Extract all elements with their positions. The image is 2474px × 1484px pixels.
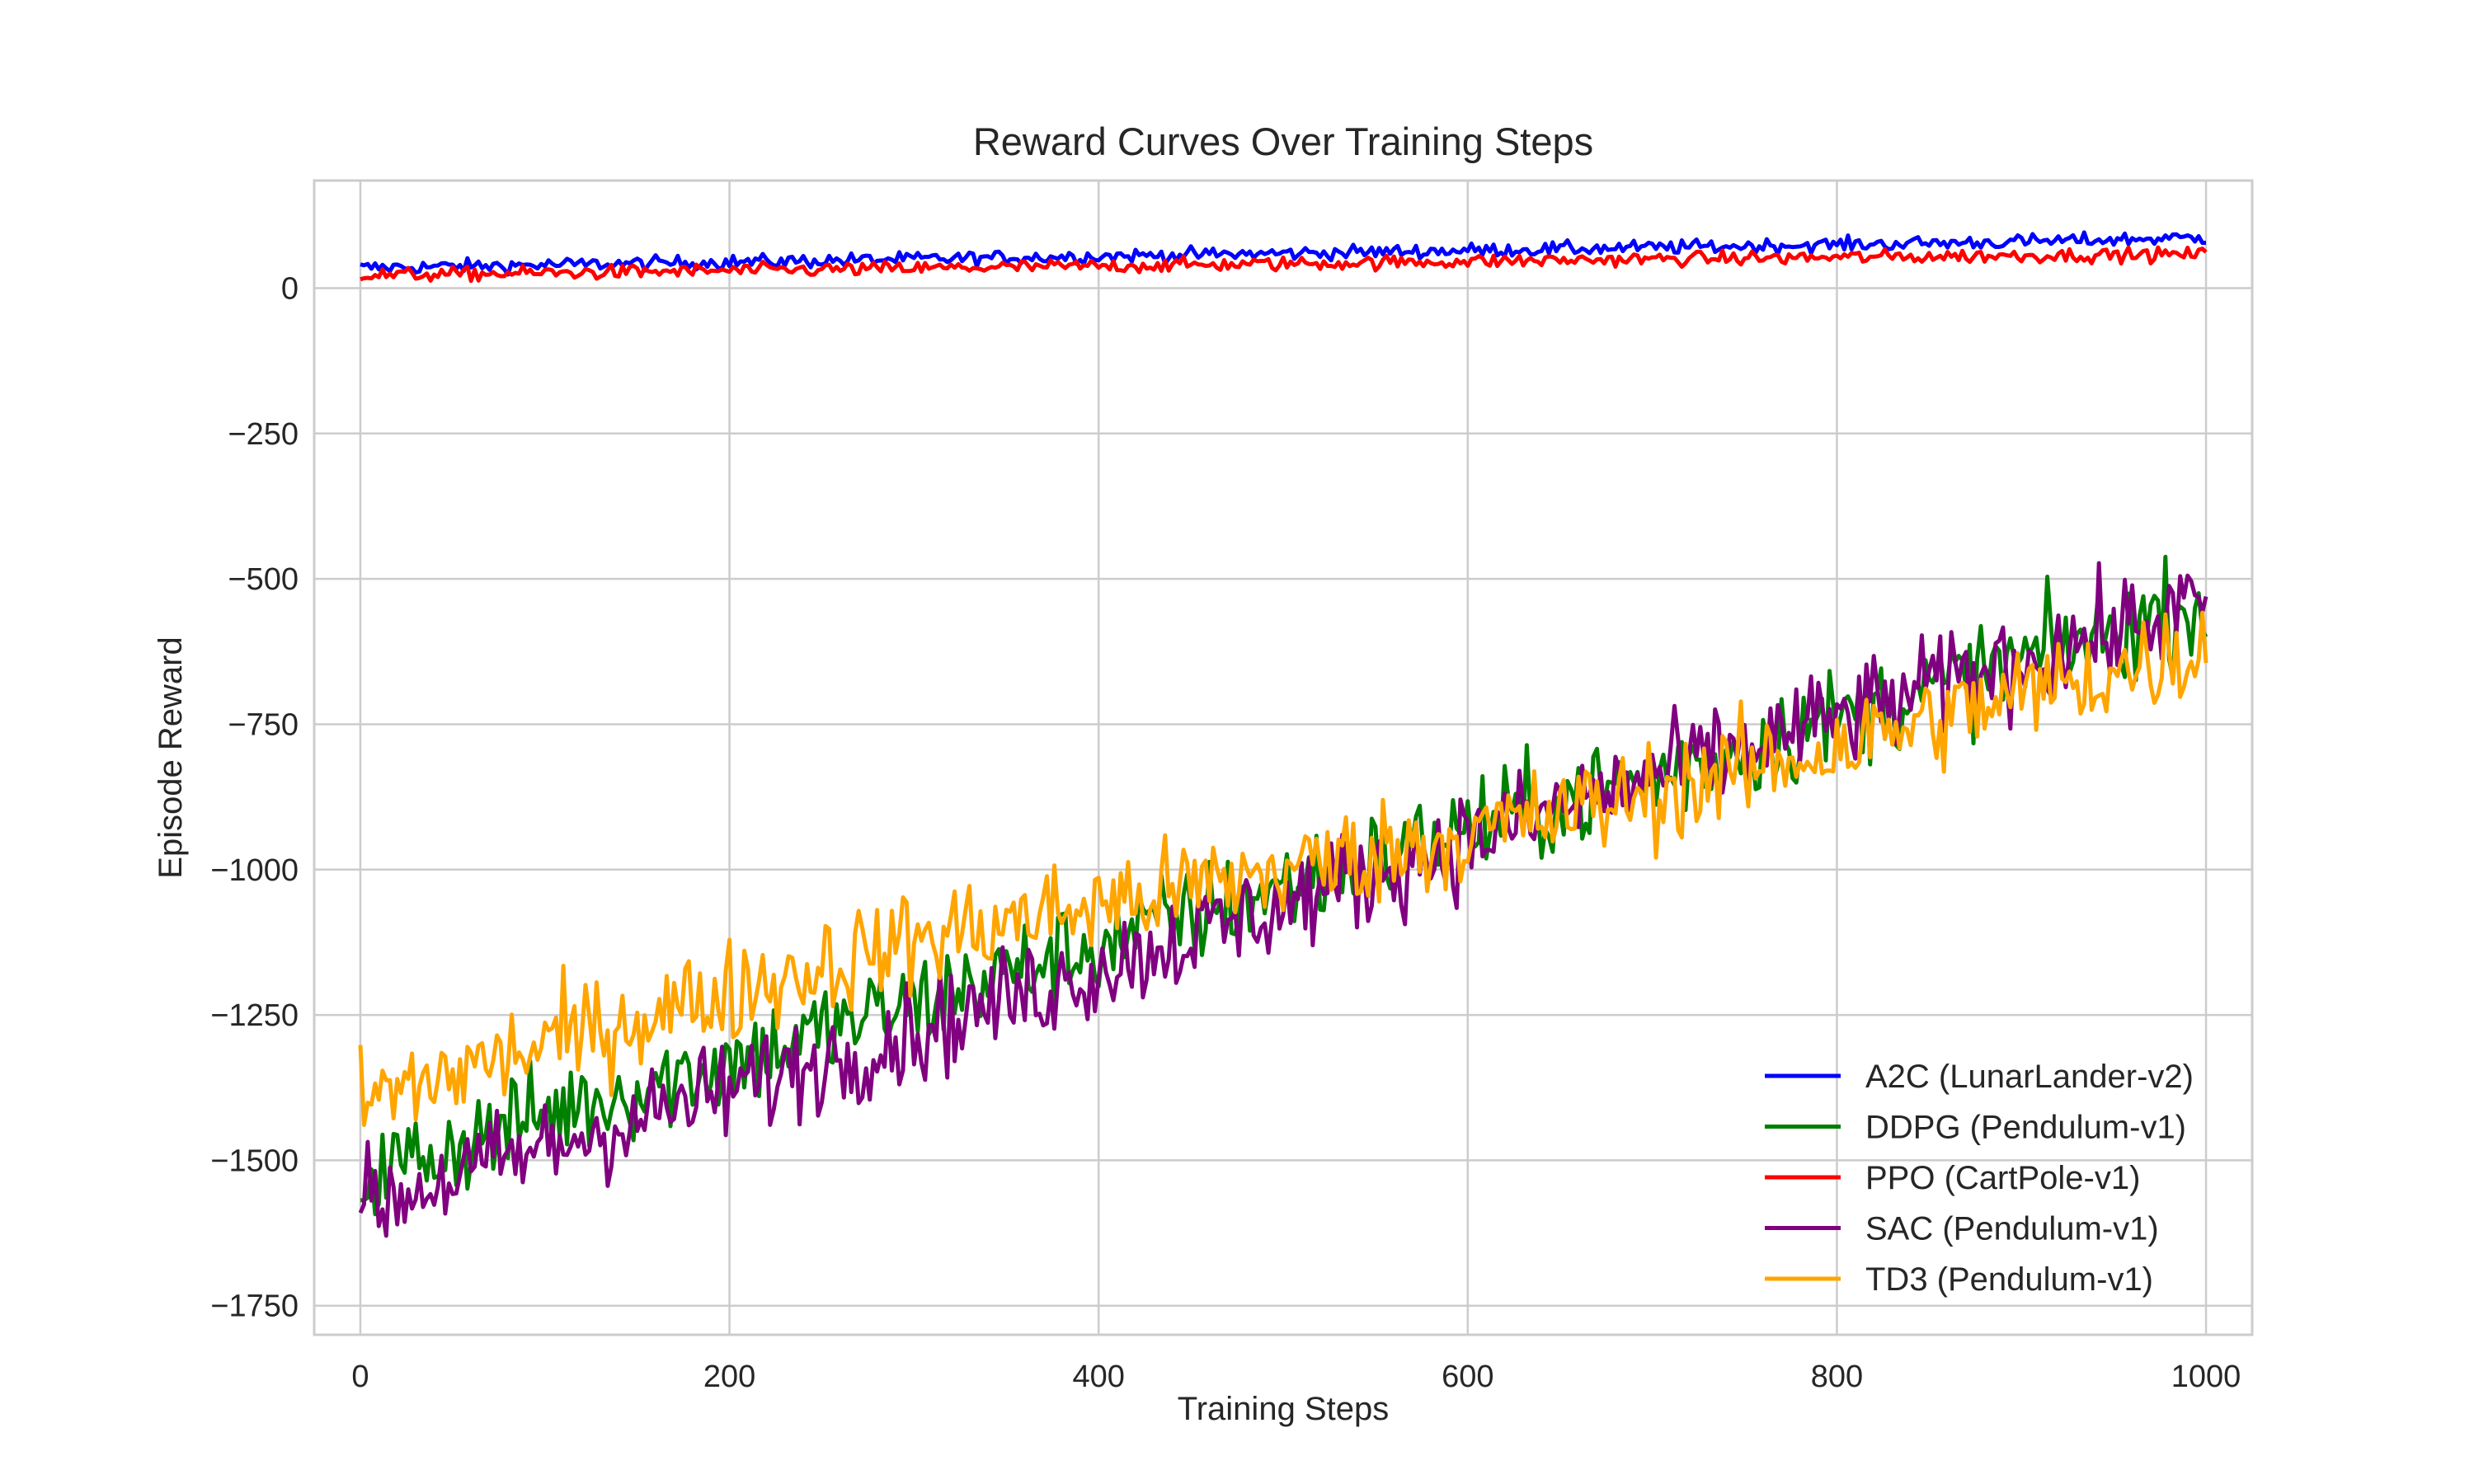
y-tick-label: −1500 (210, 1144, 299, 1178)
legend-label: DDPG (Pendulum-v1) (1865, 1110, 2186, 1146)
series-lines (358, 230, 2208, 1238)
y-axis-label: Episode Reward (153, 636, 189, 879)
x-tick-label: 1000 (2171, 1360, 2241, 1394)
y-tick-label: −1250 (210, 998, 299, 1033)
x-tick-label: 200 (703, 1360, 755, 1394)
legend-label: SAC (Pendulum-v1) (1865, 1211, 2159, 1247)
x-tick-label: 800 (1811, 1360, 1863, 1394)
legend-label: A2C (LunarLander-v2) (1865, 1059, 2194, 1095)
series-line (360, 230, 2207, 277)
x-tick-label: 0 (351, 1360, 369, 1394)
y-tick-label: −1750 (210, 1289, 299, 1324)
legend-label: TD3 (Pendulum-v1) (1865, 1261, 2153, 1298)
x-tick-label: 400 (1072, 1360, 1124, 1394)
y-tick-label: 0 (281, 271, 299, 306)
series-line (360, 245, 2208, 284)
legend: A2C (LunarLander-v2) DDPG (Pendulum-v1) PP… (1765, 1059, 2194, 1298)
x-tick-label: 600 (1442, 1360, 1493, 1394)
series-line (358, 610, 2208, 1127)
chart-title: Reward Curves Over Training Steps (973, 120, 1593, 163)
y-tick-label: −1000 (210, 853, 299, 888)
y-tick-labels: 0 −250 −500 −750 −1000 −1250 −1500 −1750 (210, 271, 299, 1323)
legend-label: PPO (CartPole-v1) (1865, 1160, 2140, 1196)
y-tick-label: −250 (228, 417, 299, 452)
x-axis-label: Training Steps (1178, 1391, 1389, 1427)
y-tick-label: −500 (228, 562, 299, 597)
y-tick-label: −750 (228, 707, 299, 742)
series-line (358, 561, 2208, 1238)
plot-frame (313, 179, 2254, 1336)
x-tick-labels: 0 200 400 600 800 1000 (351, 1360, 2241, 1394)
